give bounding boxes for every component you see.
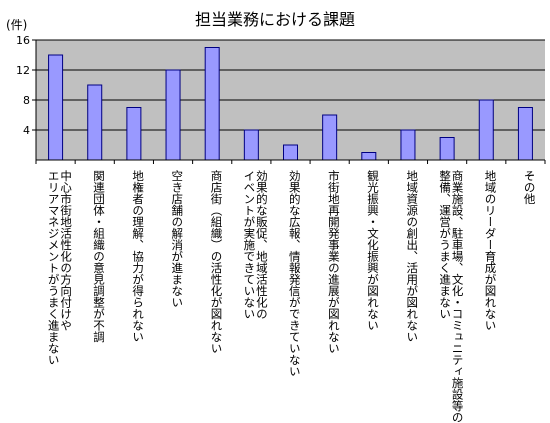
x-category-label: 地域資源の創出、活用が図れない — [405, 170, 420, 343]
x-category-label: 中心市街地活性化の方向付けや エリアマネジメントがうまく進まない — [46, 170, 74, 366]
bar — [322, 114, 338, 161]
gridlines — [36, 39, 545, 131]
bar — [400, 129, 416, 161]
y-tick-labels: 4 8 12 16 — [16, 34, 30, 137]
x-category-label: 効果的な販促、地域活性化の イベントが実施できていない — [242, 170, 269, 320]
x-category-label: 商店街（組織）の活性化が図れない — [209, 170, 224, 354]
bar — [517, 107, 533, 161]
x-category-label: 効果的な広報、情報発信ができていない — [287, 170, 302, 377]
x-category-label: 観光振興・文化振興が図れない — [366, 170, 381, 331]
x-category-label: 地権者の理解、協力が得られない — [131, 170, 146, 343]
axes — [32, 39, 546, 164]
bar — [283, 144, 298, 161]
x-category-label: 地域のリーダー育成が図れない — [483, 170, 498, 331]
bar — [478, 99, 494, 161]
y-tick-label: 8 — [23, 94, 30, 107]
x-category-label: 市街地再開発事業の進展が図れない — [326, 170, 341, 354]
x-category-label: 空き店舗の解消が進まない — [170, 170, 185, 308]
y-axis-unit-label: (件) — [6, 18, 28, 32]
bar — [48, 54, 64, 161]
bars — [48, 47, 533, 161]
bar — [204, 47, 220, 161]
bar — [126, 107, 142, 161]
x-category-label: 商業施設、駐車場、文化・コミュニティ施設等の 整備、運営がうまく進まない — [438, 170, 465, 423]
y-tick-label: 16 — [16, 34, 30, 47]
chart-title: 担当業務における課題 — [194, 10, 355, 29]
x-category-label: 関連団体・組織の意見調整が不調 — [91, 170, 106, 343]
bar — [361, 152, 377, 161]
bar — [439, 137, 455, 161]
bar — [165, 69, 181, 161]
bar-chart: 4 8 12 16 — [16, 34, 546, 164]
bar — [243, 129, 259, 161]
y-tick-label: 12 — [16, 64, 30, 77]
y-tick-label: 4 — [23, 124, 30, 137]
x-category-label: その他 — [522, 170, 537, 205]
bar — [87, 84, 103, 161]
